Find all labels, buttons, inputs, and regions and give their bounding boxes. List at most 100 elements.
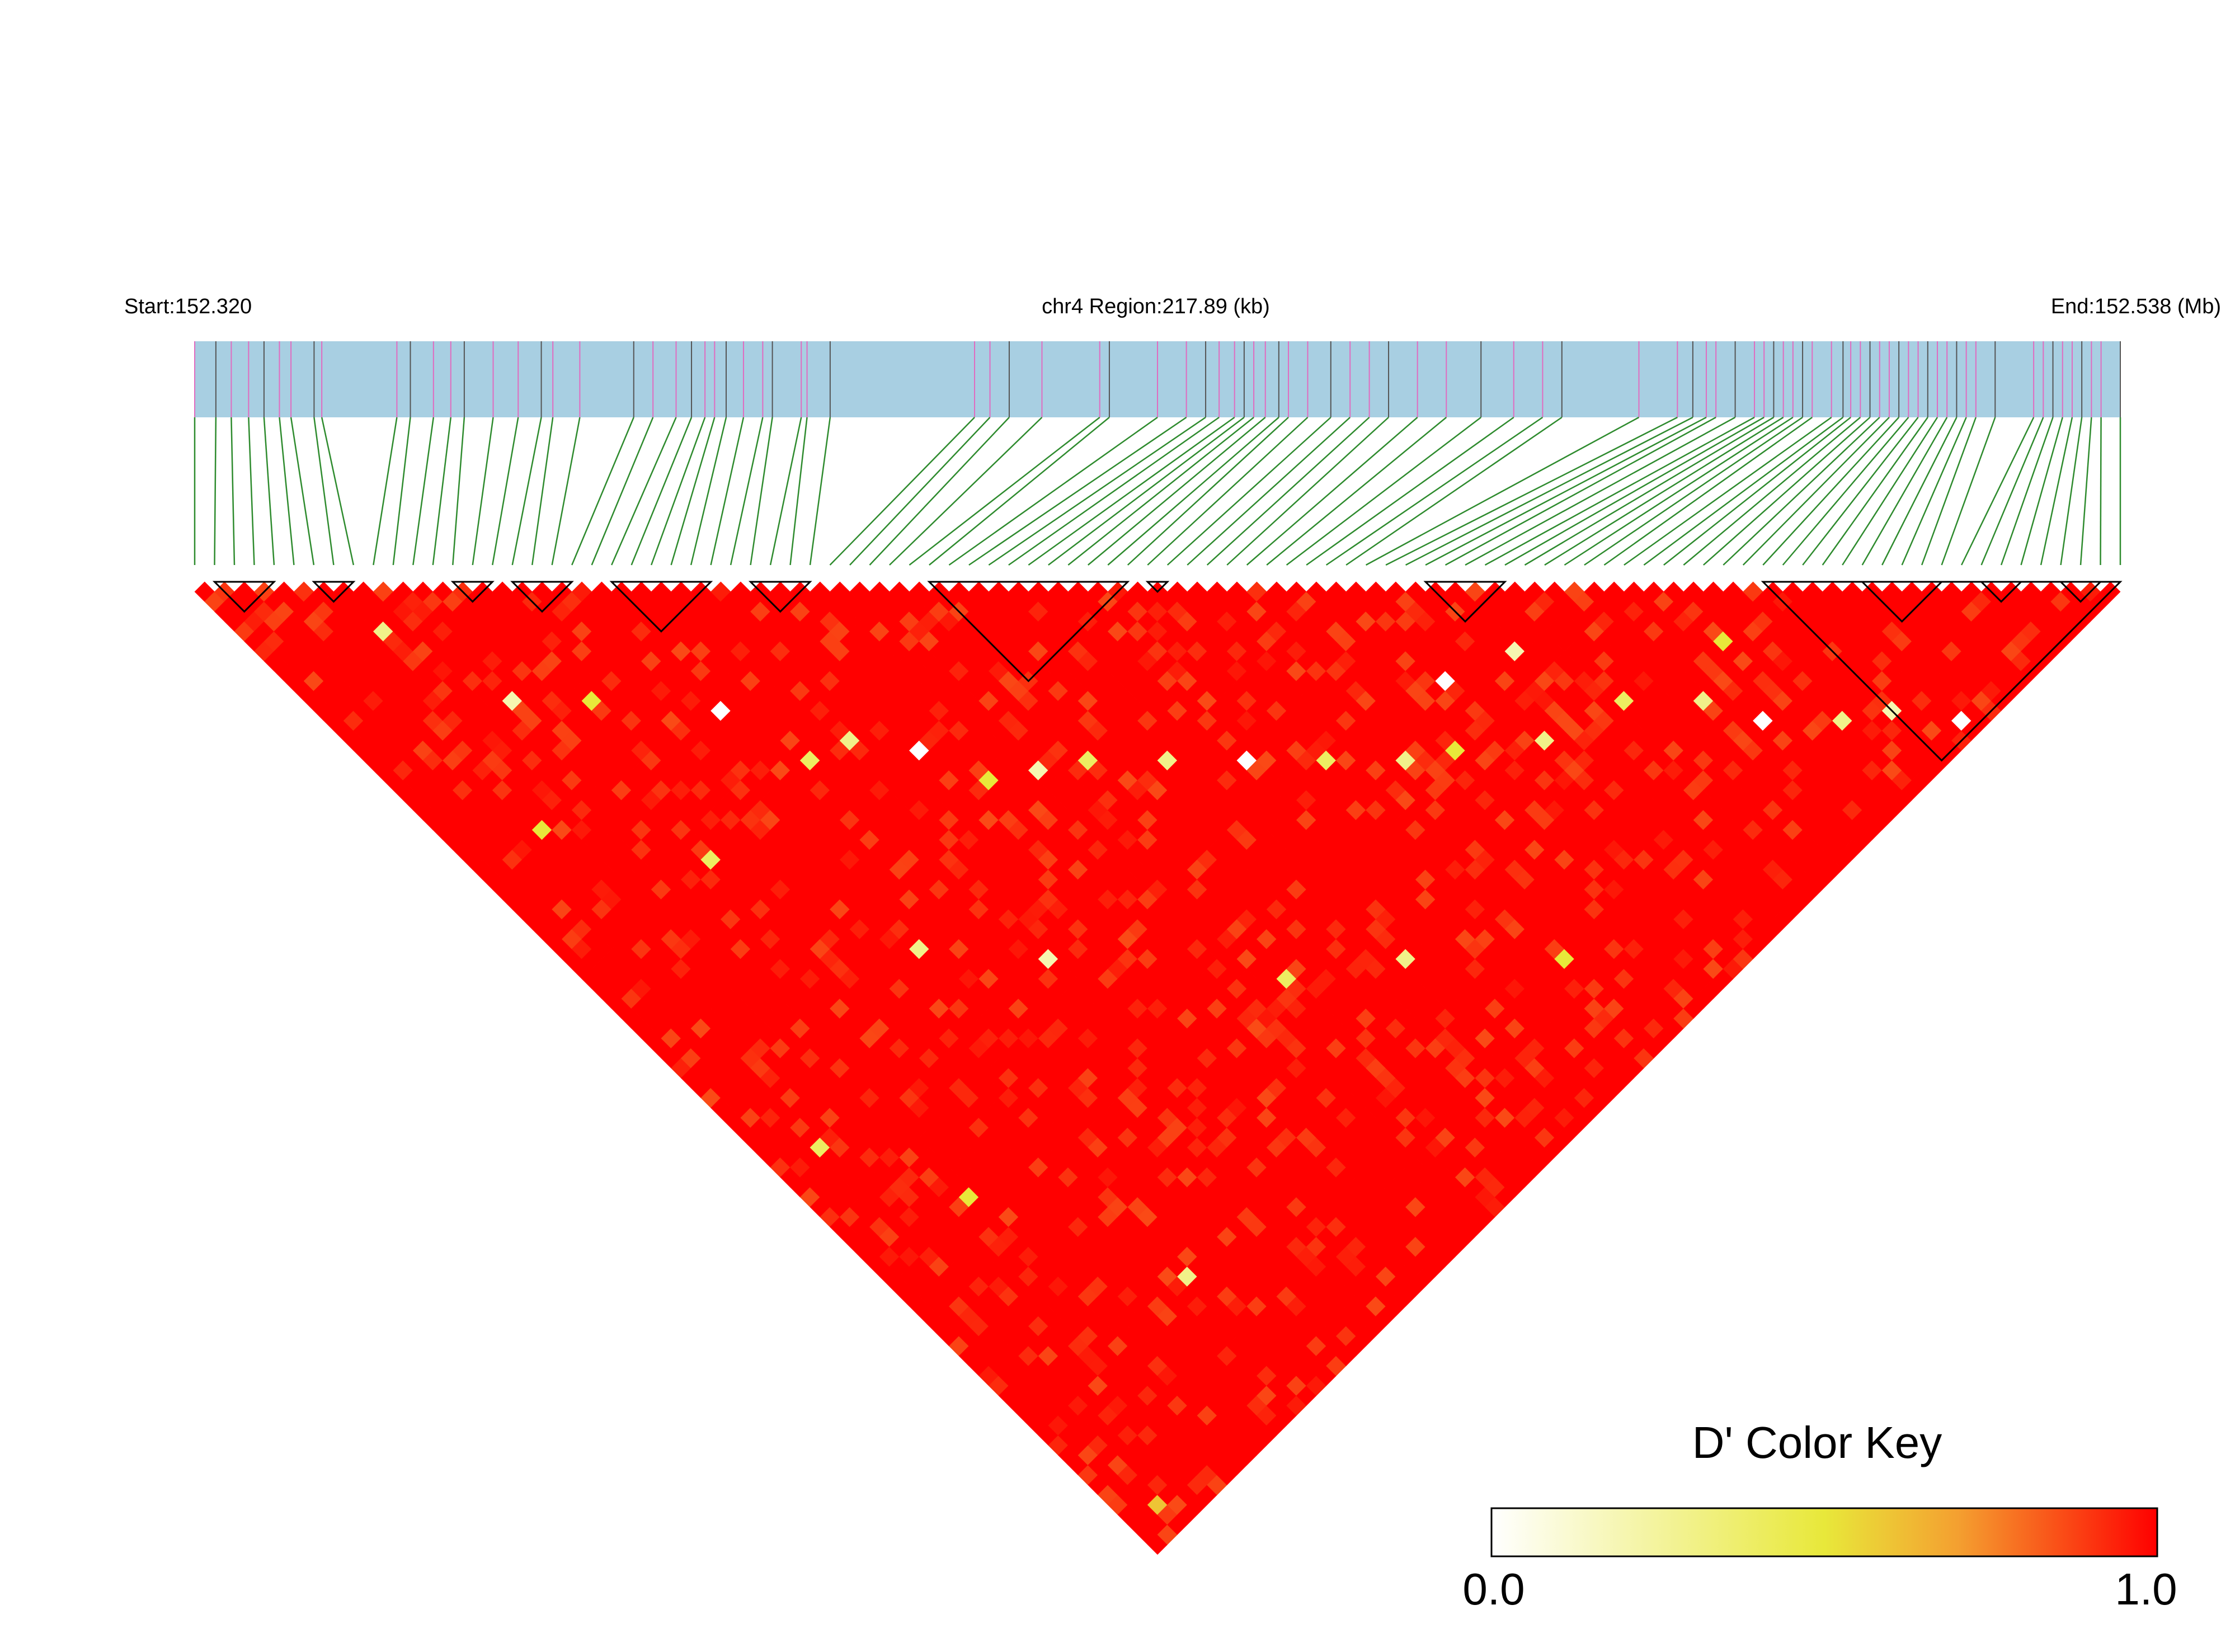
- color-key-title: D' Color Key: [1692, 1418, 1942, 1467]
- snp-connector: [869, 417, 1010, 566]
- region-title-label: chr4 Region:217.89 (kb): [1042, 295, 1270, 318]
- snp-connector: [472, 417, 494, 566]
- haplotype-block: [212, 581, 276, 613]
- haplotype-block: [450, 581, 495, 603]
- snp-connector: [929, 417, 1110, 566]
- snp-connector: [1524, 416, 1775, 566]
- haplotype-block: [609, 581, 713, 633]
- haplotype-block: [927, 581, 1130, 683]
- snp-connector: [1980, 417, 2044, 566]
- snp-connector: [889, 417, 1043, 566]
- snp-connector: [2000, 417, 2054, 566]
- color-key-max-label: 1.0: [2115, 1564, 2177, 1614]
- snp-connector: [1425, 416, 1707, 566]
- haplotype-block: [1979, 581, 2024, 603]
- color-key-min-label: 0.0: [1462, 1564, 1524, 1614]
- snp-connector: [1465, 416, 1736, 566]
- snp-connector: [1286, 417, 1482, 566]
- region-end-label: End:152.538 (Mb): [2051, 295, 2221, 318]
- snp-connector: [1306, 416, 1514, 566]
- region-start-label: Start:152.320: [124, 295, 252, 318]
- snp-connector: [670, 417, 716, 566]
- haplotype-block: [2058, 581, 2103, 603]
- snp-connector: [1663, 417, 1851, 566]
- snp-connector: [1067, 417, 1254, 566]
- snp-connector: [1226, 417, 1389, 566]
- snp-connector: [1624, 416, 1832, 566]
- snp-connector: [1504, 416, 1765, 566]
- snp-connector: [571, 417, 634, 566]
- snp-connector: [1961, 417, 2035, 566]
- snp-connector: [1702, 417, 1871, 566]
- snp-connector: [730, 417, 764, 566]
- snp-connector: [1921, 417, 1977, 566]
- snp-connector: [630, 417, 693, 566]
- snp-connector: [551, 417, 581, 566]
- snp-connector: [988, 416, 1206, 566]
- snp-connector: [214, 417, 217, 566]
- snp-connector: [1544, 416, 1784, 566]
- snp-connector: [1643, 416, 1844, 566]
- variant-position-lines: [194, 341, 2121, 417]
- snp-connector: [1187, 417, 1351, 566]
- snp-connector: [2040, 417, 2073, 566]
- snp-connector: [492, 417, 519, 566]
- haplotype-block-outlines: [212, 581, 2123, 762]
- snp-connector: [1107, 417, 1279, 566]
- snp-connector: [1603, 416, 1813, 566]
- snp-connector: [1842, 417, 1938, 566]
- snp-connector: [452, 417, 465, 566]
- snp-connector: [313, 417, 335, 566]
- snp-connector: [263, 417, 275, 566]
- snp-connector: [1147, 417, 1309, 566]
- haplotype-block: [1860, 581, 1944, 623]
- snp-connector: [531, 417, 554, 566]
- snp-connector: [1822, 417, 1928, 566]
- snp-connector: [1564, 416, 1794, 566]
- snp-connector: [1345, 416, 1563, 566]
- snp-connector: [321, 417, 355, 566]
- snp-connector: [1325, 416, 1544, 566]
- snp-connector: [230, 417, 236, 566]
- snp-connector: [248, 417, 255, 566]
- haplotype-block: [1423, 581, 1507, 623]
- snp-connector: [769, 417, 802, 566]
- snp-connector: [1028, 416, 1235, 566]
- snp-connector: [1206, 417, 1370, 566]
- haplotype-block: [748, 581, 812, 613]
- snp-connector: [290, 417, 315, 566]
- snp-connector: [690, 417, 727, 566]
- snp-connector: [1088, 417, 1266, 566]
- snp-connector: [1166, 417, 1331, 566]
- snp-connector: [1941, 417, 1996, 566]
- snp-connector: [1365, 416, 1640, 566]
- haplotype-block: [510, 581, 574, 613]
- snp-connector: [1861, 417, 1948, 566]
- snp-connector: [279, 417, 295, 566]
- snp-connector: [1762, 417, 1900, 566]
- snp-connector: [2020, 417, 2063, 566]
- snp-connector: [1742, 417, 1890, 566]
- snp-connector: [1484, 416, 1755, 566]
- snp-connector: [710, 417, 745, 566]
- snp-connector: [1881, 417, 1958, 566]
- snp-connector: [373, 417, 398, 566]
- snp-connector: [611, 417, 677, 566]
- ld-heatmap: [194, 581, 2121, 1555]
- snp-connector-lines: [194, 416, 2121, 566]
- snp-connector: [849, 417, 991, 566]
- snp-connector: [432, 417, 452, 566]
- snp-connector: [909, 417, 1100, 566]
- snp-connector: [1901, 417, 1967, 566]
- snp-connector: [650, 417, 706, 566]
- snp-connector: [968, 416, 1187, 566]
- snp-connector: [1266, 417, 1447, 566]
- haplotype-block: [1145, 581, 1170, 593]
- snp-connector: [1444, 416, 1716, 566]
- snp-connector: [1246, 417, 1418, 566]
- snp-connector: [809, 417, 831, 566]
- snp-connector: [1008, 416, 1220, 566]
- snp-connector: [1802, 417, 1919, 566]
- snp-connector: [1385, 416, 1678, 566]
